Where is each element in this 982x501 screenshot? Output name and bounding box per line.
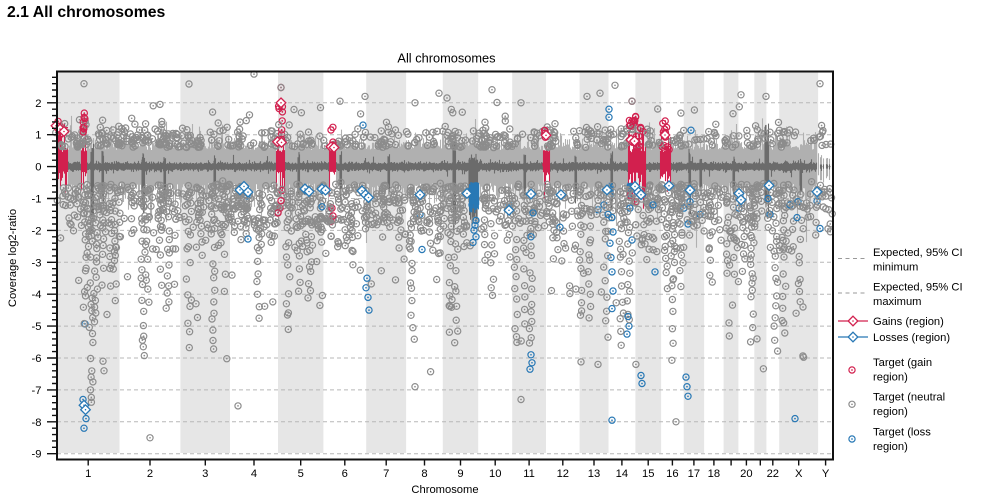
svg-text:18: 18 bbox=[708, 468, 720, 480]
svg-text:-6: -6 bbox=[32, 353, 42, 365]
svg-text:0: 0 bbox=[35, 162, 41, 174]
svg-text:15: 15 bbox=[642, 468, 654, 480]
svg-text:Expected, 95% CI: Expected, 95% CI bbox=[873, 282, 963, 294]
svg-text:minimum: minimum bbox=[873, 262, 918, 274]
svg-text:3: 3 bbox=[202, 468, 208, 480]
svg-text:6: 6 bbox=[342, 468, 348, 480]
svg-text:11: 11 bbox=[523, 468, 535, 480]
svg-text:Chromosome: Chromosome bbox=[411, 484, 478, 496]
svg-text:7: 7 bbox=[383, 468, 389, 480]
svg-text:14: 14 bbox=[616, 468, 628, 480]
svg-text:-4: -4 bbox=[32, 289, 42, 301]
svg-text:17: 17 bbox=[688, 468, 700, 480]
svg-text:4: 4 bbox=[251, 468, 257, 480]
svg-text:Coverage log2-ratio: Coverage log2-ratio bbox=[7, 209, 19, 307]
svg-text:-7: -7 bbox=[32, 385, 42, 397]
svg-text:Target (gain: Target (gain bbox=[873, 357, 932, 369]
svg-text:9: 9 bbox=[457, 468, 463, 480]
svg-text:-9: -9 bbox=[32, 449, 42, 461]
svg-text:region): region) bbox=[873, 406, 908, 418]
svg-text:-5: -5 bbox=[32, 321, 42, 333]
svg-text:All chromosomes: All chromosomes bbox=[397, 51, 495, 66]
svg-text:Target (loss: Target (loss bbox=[873, 427, 931, 439]
svg-text:22: 22 bbox=[767, 468, 779, 480]
svg-text:2: 2 bbox=[147, 468, 153, 480]
svg-text:16: 16 bbox=[666, 468, 678, 480]
svg-text:-2: -2 bbox=[32, 225, 42, 237]
svg-text:20: 20 bbox=[740, 468, 752, 480]
svg-text:Losses (region): Losses (region) bbox=[873, 332, 950, 344]
svg-text:Expected, 95% CI: Expected, 95% CI bbox=[873, 247, 963, 259]
svg-text:region): region) bbox=[873, 372, 908, 384]
svg-text:10: 10 bbox=[489, 468, 501, 480]
svg-text:-1: -1 bbox=[32, 194, 42, 206]
svg-text:region): region) bbox=[873, 441, 908, 453]
svg-text:2: 2 bbox=[35, 98, 41, 110]
svg-text:-8: -8 bbox=[32, 417, 42, 429]
svg-text:X: X bbox=[795, 468, 803, 480]
svg-text:1: 1 bbox=[35, 130, 41, 142]
svg-text:Gains (region): Gains (region) bbox=[873, 316, 944, 328]
svg-text:1: 1 bbox=[85, 468, 91, 480]
svg-text:8: 8 bbox=[421, 468, 427, 480]
svg-text:Target (neutral: Target (neutral bbox=[873, 392, 945, 404]
svg-text:-3: -3 bbox=[32, 257, 42, 269]
svg-text:maximum: maximum bbox=[873, 296, 921, 308]
svg-text:13: 13 bbox=[588, 468, 600, 480]
svg-text:5: 5 bbox=[298, 468, 304, 480]
svg-text:Y: Y bbox=[822, 468, 830, 480]
svg-text:12: 12 bbox=[557, 468, 569, 480]
